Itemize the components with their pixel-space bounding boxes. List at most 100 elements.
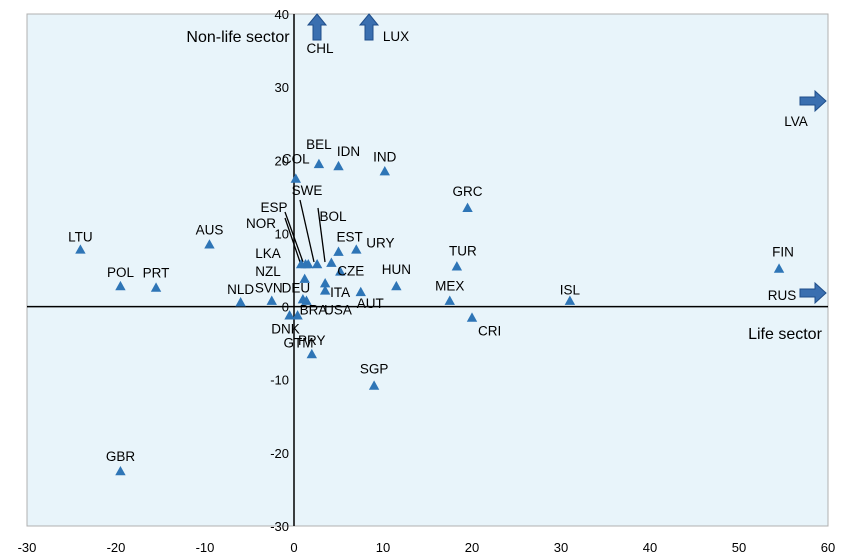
leader-line — [284, 211, 304, 263]
x-tick-label: 30 — [554, 540, 568, 555]
data-point-cze — [335, 266, 346, 276]
leader-line — [299, 199, 315, 263]
leader-line — [284, 217, 301, 263]
point-label: EST — [337, 230, 363, 245]
point-label: LKA — [255, 246, 281, 261]
point-label: BRA — [300, 303, 328, 318]
off-chart-arrows: CHL LUX LVA RUS — [306, 13, 827, 305]
off-chart-label: CHL — [306, 41, 333, 56]
off-chart-label: RUS — [768, 288, 797, 303]
point-label: BOL — [319, 209, 347, 224]
point-label: ESP — [260, 200, 287, 215]
data-point-pol — [115, 280, 126, 291]
point-label: ITA — [330, 285, 350, 300]
point-label: SWE — [292, 183, 323, 198]
data-point-pry — [306, 348, 317, 359]
data-point-svn — [266, 295, 277, 305]
point-label: AUS — [196, 222, 224, 237]
data-point-grc — [462, 202, 473, 212]
y-tick-label: -10 — [270, 373, 289, 388]
x-axis-title: Life sector — [748, 326, 822, 343]
data-point-prt — [150, 282, 162, 292]
arrow-rus — [799, 281, 827, 305]
point-label: IND — [373, 149, 397, 164]
off-chart-label: LVA — [784, 114, 808, 129]
data-point-tur — [451, 261, 463, 271]
point-label: AUT — [357, 296, 384, 311]
x-tick-labels: -30 -20 -10 0 10 20 30 40 50 60 — [18, 540, 836, 555]
x-tick-label: 10 — [376, 540, 390, 555]
point-label: BEL — [306, 137, 332, 152]
data-point-bel — [313, 158, 325, 169]
data-points — [75, 158, 785, 476]
point-label: HUN — [382, 262, 411, 277]
y-tick-label: 30 — [275, 80, 289, 95]
data-point-lka — [303, 258, 314, 269]
point-label: SVN — [255, 281, 283, 296]
point-label: DNK — [271, 321, 300, 336]
x-tick-label: -10 — [196, 540, 215, 555]
point-label: NOR — [246, 216, 276, 231]
y-tick-label: -30 — [270, 519, 289, 534]
point-label: GBR — [106, 449, 136, 464]
point-label: PRT — [143, 266, 170, 281]
x-tick-label: 40 — [643, 540, 657, 555]
data-point-hun — [391, 280, 402, 291]
x-tick-label: 20 — [465, 540, 479, 555]
point-label: ISL — [560, 283, 581, 298]
data-point-cri — [466, 312, 478, 322]
leader-lines — [284, 199, 326, 263]
data-point-aut — [355, 286, 366, 297]
data-point-isl — [564, 295, 576, 305]
plot-area — [26, 13, 829, 527]
point-label: MEX — [435, 279, 464, 294]
point-label: POL — [107, 265, 135, 280]
point-label: USA — [324, 302, 352, 317]
data-point-mex — [444, 295, 455, 305]
data-point-ury — [351, 244, 362, 254]
data-point-fin — [773, 263, 785, 273]
data-point-usa — [319, 285, 331, 295]
leader-line — [317, 207, 326, 263]
data-point-aus — [204, 239, 215, 249]
point-label: CRI — [478, 324, 501, 339]
point-label: IDN — [337, 144, 360, 159]
point-label: COL — [282, 152, 310, 167]
data-point-dnk — [284, 310, 295, 320]
data-point-gbr — [115, 465, 126, 476]
arrow-lux — [358, 13, 380, 41]
point-label: NZL — [255, 264, 281, 279]
point-label: NLD — [227, 282, 254, 297]
data-point-nld — [235, 296, 246, 307]
data-point-sgp — [368, 380, 380, 390]
x-tick-label: -20 — [107, 540, 126, 555]
data-point-ltu — [75, 244, 86, 254]
arrow-lva — [799, 89, 827, 113]
data-point-nzl — [299, 273, 310, 283]
y-tick-label: 20 — [275, 153, 289, 168]
data-point-bra — [301, 295, 312, 305]
data-point-gtm — [292, 310, 303, 320]
data-point-ind — [379, 166, 390, 176]
point-label: FIN — [772, 245, 794, 260]
point-label: GRC — [453, 184, 483, 199]
x-tick-label: 0 — [290, 540, 297, 555]
y-tick-label: 40 — [275, 7, 289, 22]
point-label: DEU — [282, 280, 311, 295]
x-tick-label: 60 — [821, 540, 835, 555]
point-label: SGP — [360, 362, 389, 377]
data-point-ita — [319, 277, 331, 288]
x-tick-label: 50 — [732, 540, 746, 555]
y-tick-label: 10 — [275, 226, 289, 241]
y-tick-label: -20 — [270, 446, 289, 461]
data-point-col — [290, 173, 301, 183]
off-chart-label: LUX — [383, 29, 409, 44]
point-label: GTM — [284, 335, 314, 350]
point-label: TUR — [449, 243, 477, 258]
y-axis-title: Non-life sector — [186, 29, 290, 46]
x-tick-label: -30 — [18, 540, 37, 555]
point-label: CZE — [337, 263, 364, 278]
